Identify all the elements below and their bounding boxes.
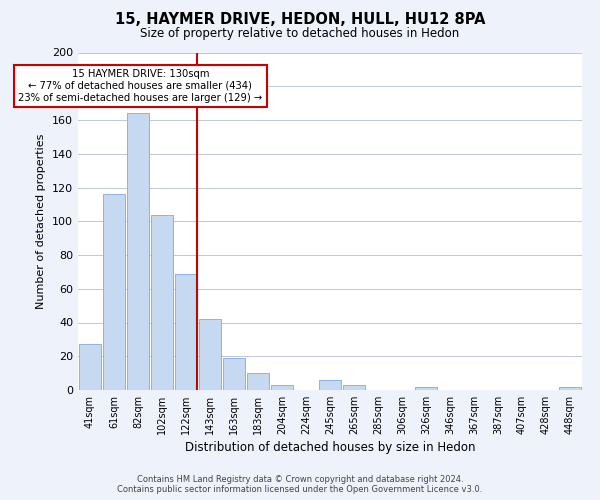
Bar	[103, 194, 125, 390]
Bar	[343, 385, 365, 390]
Bar	[127, 114, 149, 390]
Text: Contains HM Land Registry data © Crown copyright and database right 2024.
Contai: Contains HM Land Registry data © Crown c…	[118, 474, 482, 494]
Bar	[175, 274, 197, 390]
Text: 15, HAYMER DRIVE, HEDON, HULL, HU12 8PA: 15, HAYMER DRIVE, HEDON, HULL, HU12 8PA	[115, 12, 485, 28]
Bar	[559, 386, 581, 390]
Bar	[199, 319, 221, 390]
Bar	[271, 385, 293, 390]
Text: 15 HAYMER DRIVE: 130sqm
← 77% of detached houses are smaller (434)
23% of semi-d: 15 HAYMER DRIVE: 130sqm ← 77% of detache…	[18, 70, 263, 102]
X-axis label: Distribution of detached houses by size in Hedon: Distribution of detached houses by size …	[185, 441, 475, 454]
Y-axis label: Number of detached properties: Number of detached properties	[37, 134, 46, 309]
Bar	[223, 358, 245, 390]
Bar	[79, 344, 101, 390]
Bar	[151, 214, 173, 390]
Text: Size of property relative to detached houses in Hedon: Size of property relative to detached ho…	[140, 28, 460, 40]
Bar	[247, 373, 269, 390]
Bar	[415, 386, 437, 390]
Bar	[319, 380, 341, 390]
